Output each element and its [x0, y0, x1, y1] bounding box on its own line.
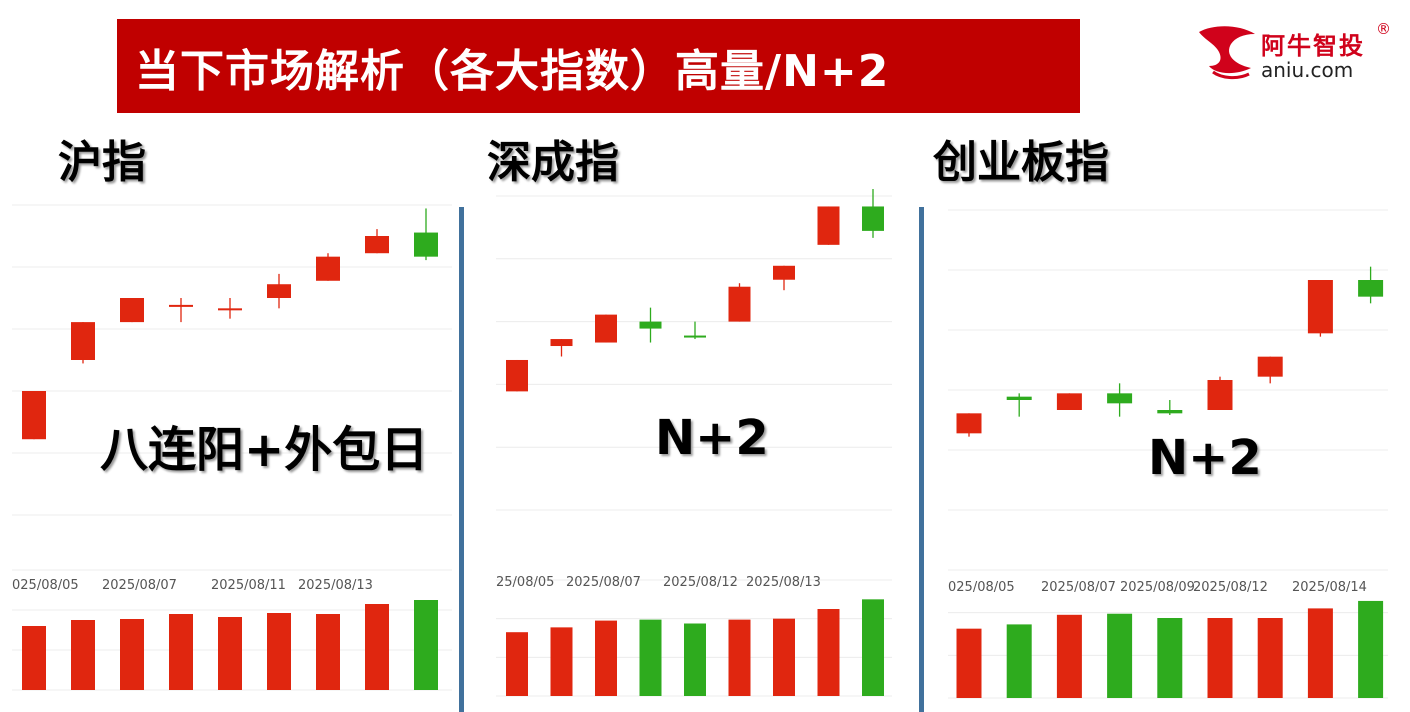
x-tick-label: 2025/08/07	[566, 575, 641, 590]
volume-bar	[684, 623, 706, 696]
candle-body	[414, 232, 438, 257]
volume-bar	[1307, 608, 1333, 698]
volume-bar	[120, 619, 144, 690]
candle-body	[71, 322, 95, 360]
volume-bar	[862, 599, 884, 696]
brand-logo: 阿牛智投 ® aniu.com	[1195, 20, 1395, 86]
page-title: 当下市场解析（各大指数）高量/N+2	[135, 46, 890, 97]
volume-bar	[1257, 618, 1283, 698]
candle-body	[1307, 280, 1333, 334]
annotation-shenzhen: N+2	[655, 410, 769, 466]
panel-divider	[919, 207, 924, 712]
panel-title-shanghai: 沪指	[58, 137, 146, 188]
volume-bar	[1207, 618, 1233, 698]
candle-body	[773, 265, 795, 280]
x-tick-label: 025/08/05	[948, 580, 1015, 595]
x-tick-label: 2025/08/12	[1193, 580, 1268, 595]
candle-body	[956, 413, 982, 434]
candle-body	[120, 298, 144, 323]
volume-bar	[773, 618, 795, 696]
x-tick-label: 025/08/05	[12, 578, 79, 593]
volume-bar	[169, 614, 193, 690]
logo-domain: aniu.com	[1261, 58, 1354, 82]
x-tick-label: 2025/08/07	[102, 578, 177, 593]
candle-body	[684, 335, 706, 338]
volume-bar	[506, 632, 528, 696]
bull-logo-icon	[1199, 26, 1255, 80]
volume-bar	[218, 617, 242, 690]
candle-body	[218, 308, 242, 311]
candle-body	[316, 256, 340, 281]
panel-title-shenzhen: 深成指	[487, 137, 619, 188]
volume-bar	[1107, 613, 1133, 698]
candle-body	[169, 304, 193, 307]
x-tick-label: 2025/08/12	[663, 575, 738, 590]
candle-body	[862, 206, 884, 231]
x-tick-label: 2025/08/11	[211, 578, 286, 593]
volume-bar	[1157, 618, 1183, 698]
registered-mark: ®	[1376, 20, 1391, 38]
x-tick-label: 2025/08/07	[1041, 580, 1116, 595]
x-tick-label: 2025/08/13	[298, 578, 373, 593]
volume-bar	[71, 620, 95, 690]
candle-body	[365, 236, 389, 254]
volume-bar	[22, 626, 46, 690]
candle-body	[817, 206, 840, 245]
volume-bar	[1006, 624, 1032, 698]
volume-bar	[365, 604, 389, 690]
title-banner: 当下市场解析（各大指数）高量/N+2	[117, 19, 1080, 113]
logo-name-cn: 阿牛智投	[1261, 32, 1365, 60]
candle-body	[1157, 410, 1183, 414]
candle-body	[1107, 393, 1133, 404]
candle-body	[1006, 396, 1032, 400]
volume-bar	[550, 627, 573, 696]
volume-bar	[1358, 600, 1384, 698]
candle-body	[639, 321, 662, 329]
volume-bar	[316, 614, 340, 690]
candle-body	[1056, 393, 1082, 410]
candle-body	[22, 391, 46, 440]
panel-title-chinext: 创业板指	[933, 137, 1109, 188]
candle-body	[1257, 356, 1283, 377]
volume-bar	[595, 620, 617, 696]
x-tick-label: 2025/08/13	[746, 575, 821, 590]
annotation-chinext: N+2	[1148, 430, 1262, 486]
candle-body	[506, 359, 528, 392]
x-tick-label: 2025/08/14	[1292, 580, 1367, 595]
volume-bar	[639, 619, 662, 696]
candle-body	[1358, 280, 1384, 297]
volume-bar	[267, 613, 291, 690]
shenzhen-index-chart: 25/08/05 2025/08/07 2025/08/12 2025/08/13	[496, 189, 892, 697]
shanghai-index-chart: 025/08/05 2025/08/07 2025/08/11 2025/08/13	[12, 204, 452, 691]
volume-bar	[414, 600, 438, 690]
annotation-shanghai: 八连阳+外包日	[100, 422, 429, 478]
candle-body	[267, 284, 291, 298]
candle-body	[550, 339, 573, 347]
candle-body	[728, 286, 751, 322]
panel-divider	[459, 207, 464, 712]
x-tick-label: 25/08/05	[496, 575, 554, 590]
x-tick-label: 2025/08/09	[1120, 580, 1195, 595]
volume-bar	[728, 619, 751, 696]
candle-body	[595, 314, 617, 343]
candle-body	[1207, 380, 1233, 410]
volume-bar	[1056, 614, 1082, 698]
volume-bar	[956, 628, 982, 698]
volume-bar	[817, 609, 840, 696]
